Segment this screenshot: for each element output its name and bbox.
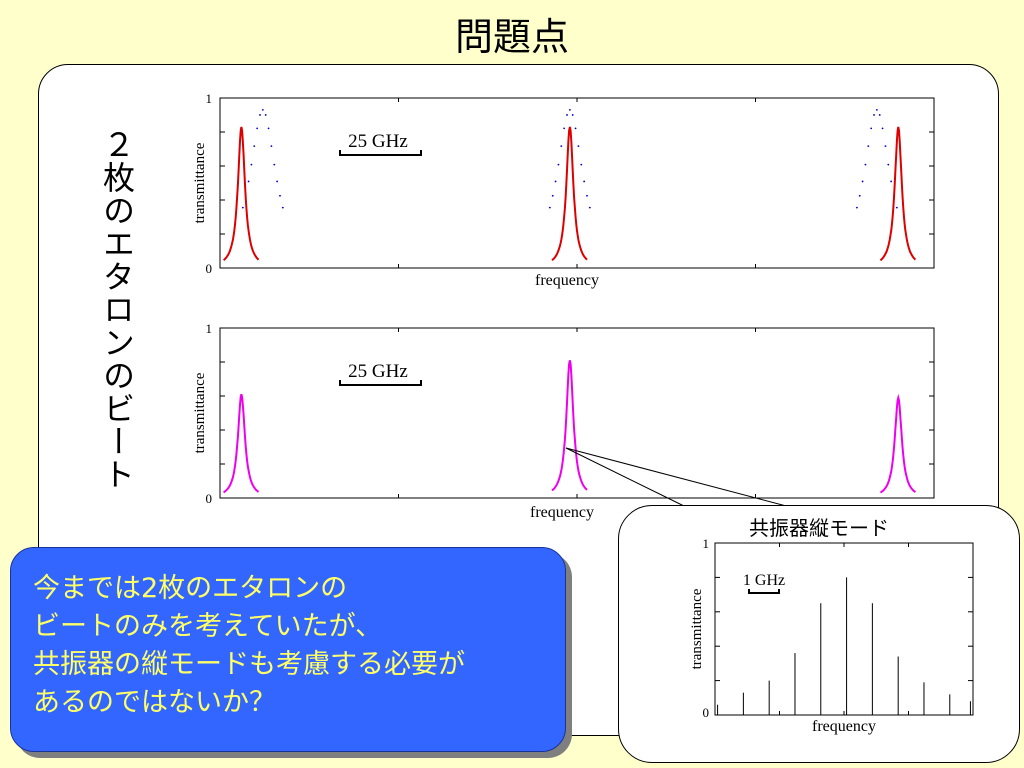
blue-dot	[548, 206, 551, 209]
blue-dot	[887, 163, 890, 166]
blue-dot	[551, 194, 554, 197]
callout-box: 今までは2枚のエタロンの ビートのみを考えていたが、 共振器の縦モードも考慮する…	[10, 547, 566, 752]
pointer-line-left	[565, 447, 687, 508]
y-tick-max: 1	[206, 91, 213, 106]
cavity-mode-chart: 1 0 transmittance frequency 1 GHz	[689, 536, 974, 735]
beat-peak-1	[223, 394, 260, 494]
blue-dot	[580, 163, 583, 166]
blue-dot	[873, 114, 875, 116]
blue-dot	[884, 145, 887, 148]
y-axis-label: transmittance	[689, 588, 705, 669]
etalon-transmittance-chart: 1 0 transmittance frequency 25 GHz	[192, 91, 935, 289]
y-tick-min: 0	[206, 491, 213, 506]
scale-bar-label: 1 GHz	[743, 572, 785, 589]
blue-dot	[568, 109, 571, 111]
blue-dot	[256, 127, 259, 130]
scale-bar	[339, 380, 422, 386]
scale-bar	[748, 589, 780, 594]
y-tick-min: 0	[206, 261, 213, 276]
scale-bar	[339, 150, 422, 156]
scale-bar-label: 25 GHz	[348, 361, 408, 382]
blue-dot	[261, 109, 264, 111]
etalon-red-peak-1	[222, 126, 260, 262]
pointer-line-right	[565, 447, 791, 508]
blue-dot	[259, 114, 261, 116]
blue-dot	[858, 194, 861, 197]
blue-dot	[878, 114, 881, 116]
y-tick-max: 1	[703, 536, 710, 551]
blue-dot	[571, 114, 574, 116]
blue-dot	[281, 206, 284, 209]
x-axis-label: frequency	[812, 718, 876, 735]
blue-dot	[566, 114, 568, 116]
blue-dot	[264, 114, 267, 116]
inset-panel: 共振器縦モード 1 0 transmittance frequency 1 GH…	[618, 505, 1020, 763]
blue-dot	[577, 145, 580, 148]
blue-dot	[270, 145, 273, 148]
callout-line-4: あるのではないか？	[33, 687, 276, 718]
blue-dot	[563, 127, 566, 130]
blue-dot	[895, 206, 898, 209]
vertical-side-label: ２枚のエタロンのビート	[98, 128, 136, 491]
etalon-red-peak-2	[551, 126, 588, 262]
slide-title: 問題点	[454, 15, 569, 59]
blue-dot	[861, 180, 864, 183]
blue-dot	[574, 127, 577, 130]
beat-peak-3	[879, 393, 916, 494]
blue-dot	[267, 127, 270, 130]
blue-dot	[881, 127, 884, 130]
blue-dot	[250, 163, 253, 166]
beat-peak-2	[551, 360, 588, 492]
blue-dot	[279, 194, 281, 197]
etalon-blue-peak-2	[548, 109, 591, 209]
y-axis-label: transmittance	[192, 372, 208, 453]
inset-title: 共振器縦モード	[749, 516, 889, 540]
scale-bar-label: 25 GHz	[348, 131, 408, 152]
blue-dot	[870, 127, 873, 130]
blue-dot	[276, 180, 279, 183]
callout-line-2: ビートのみを考えていたが、	[33, 611, 383, 642]
y-axis-label: transmittance	[192, 142, 208, 223]
y-tick-min: 0	[703, 705, 710, 720]
blue-dot	[588, 206, 591, 209]
blue-dot	[867, 145, 870, 148]
y-tick-max: 1	[206, 321, 213, 336]
beat-transmittance-chart: 1 0 transmittance frequency 25 GHz	[192, 321, 935, 521]
blue-dot	[247, 180, 250, 183]
blue-dot	[855, 206, 858, 209]
blue-dot	[273, 163, 276, 166]
blue-dot	[241, 206, 244, 209]
blue-dot	[560, 145, 563, 148]
blue-dot	[890, 180, 893, 183]
blue-dot	[875, 109, 878, 111]
x-axis-label: frequency	[535, 272, 599, 289]
blue-dot	[557, 163, 560, 166]
callout-line-1: 今までは2枚のエタロンの	[33, 573, 348, 604]
blue-dot	[586, 194, 588, 197]
callout-line-3: 共振器の縦モードも考慮する必要が	[33, 649, 465, 680]
blue-dot	[583, 180, 586, 183]
blue-dot	[864, 163, 867, 166]
x-axis-label: frequency	[530, 504, 594, 521]
etalon-red-peak-3	[879, 126, 917, 262]
blue-dot	[253, 145, 256, 148]
blue-dot	[554, 180, 557, 183]
plot-frame	[714, 542, 974, 716]
